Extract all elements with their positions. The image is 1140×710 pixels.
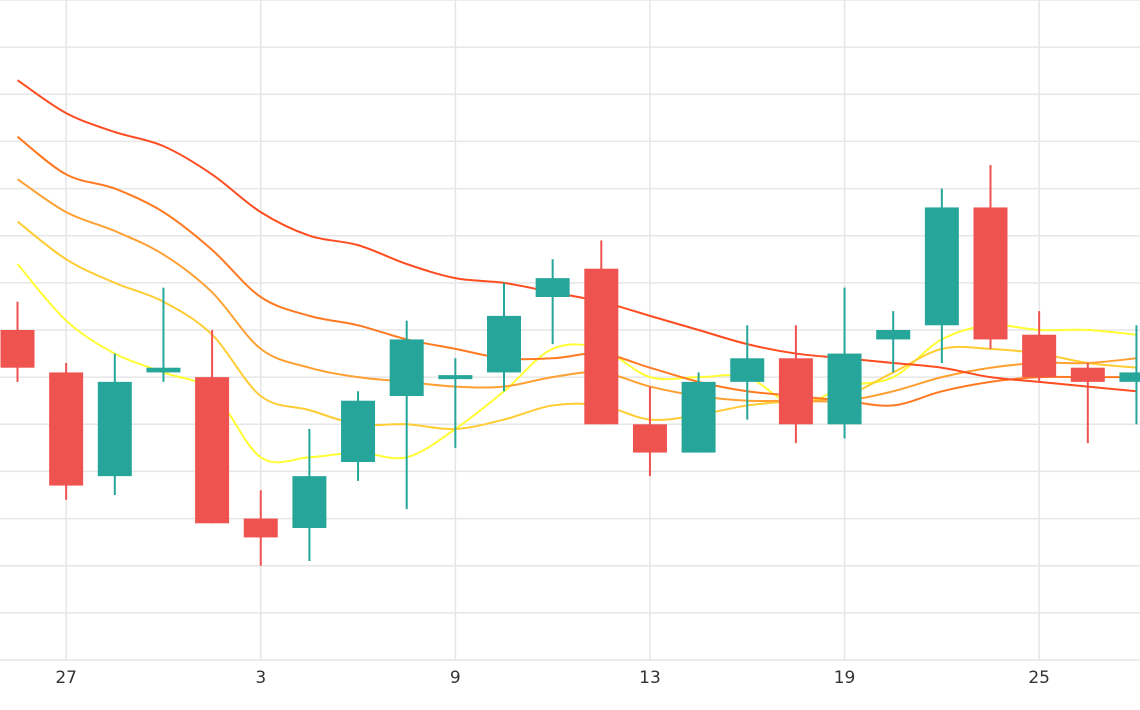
candle <box>389 320 424 510</box>
candle <box>195 330 230 524</box>
x-tick-label: 27 <box>55 668 77 688</box>
candle-body <box>1070 367 1105 382</box>
candle <box>97 353 132 495</box>
candle-body <box>632 424 667 453</box>
candle-body <box>97 381 132 477</box>
candle-body <box>341 400 376 462</box>
candle <box>1070 363 1105 444</box>
candle <box>1022 311 1057 382</box>
candle <box>341 391 376 481</box>
candle <box>584 240 619 425</box>
candle-body <box>292 476 327 528</box>
candle-body <box>681 381 716 453</box>
x-tick-label: 19 <box>834 668 856 688</box>
candle <box>924 188 959 363</box>
candle-body <box>973 207 1008 340</box>
candle <box>681 372 716 453</box>
candle <box>438 358 473 448</box>
candle <box>730 325 765 420</box>
candle <box>1119 325 1140 425</box>
candle-body <box>389 339 424 396</box>
x-tick-label: 9 <box>450 668 461 688</box>
x-tick-label: 25 <box>1028 668 1050 688</box>
candle-body <box>1022 334 1057 378</box>
candle <box>876 311 911 373</box>
candle-body <box>0 330 35 368</box>
candle-body <box>146 367 181 373</box>
candle-body <box>924 207 959 326</box>
candle <box>292 429 327 561</box>
horizontal-gridlines <box>0 0 1140 661</box>
candle <box>973 165 1008 349</box>
x-tick-label: 3 <box>255 668 266 688</box>
moving-average-line <box>16 79 1137 393</box>
candle <box>487 282 521 392</box>
x-tick-label: 13 <box>639 668 661 688</box>
candle-body <box>49 372 84 486</box>
candle <box>535 259 570 345</box>
candle <box>632 386 667 477</box>
candle-body <box>584 268 619 425</box>
candle-body <box>730 358 765 382</box>
candle <box>778 325 813 444</box>
x-axis-tick-labels: 27 3 9 13 19 25 <box>55 668 1050 688</box>
candle-body <box>535 278 570 297</box>
candle-body <box>876 330 911 340</box>
candle <box>0 301 35 382</box>
candle <box>146 287 181 382</box>
moving-average-line <box>16 178 1137 403</box>
moving-average-line <box>16 220 1137 431</box>
candles <box>0 165 1140 566</box>
candle <box>49 363 84 500</box>
candle <box>243 490 278 566</box>
moving-average-line <box>16 263 1137 464</box>
candle-body <box>195 377 230 524</box>
candle-body <box>778 358 813 425</box>
moving-average-lines <box>16 79 1137 464</box>
candle-body <box>827 353 862 425</box>
moving-average-line <box>16 135 1137 407</box>
candle-body <box>1119 372 1140 382</box>
candle <box>827 287 862 439</box>
candle-body <box>487 315 521 373</box>
candle-body <box>243 518 278 538</box>
candle-body <box>438 375 473 380</box>
